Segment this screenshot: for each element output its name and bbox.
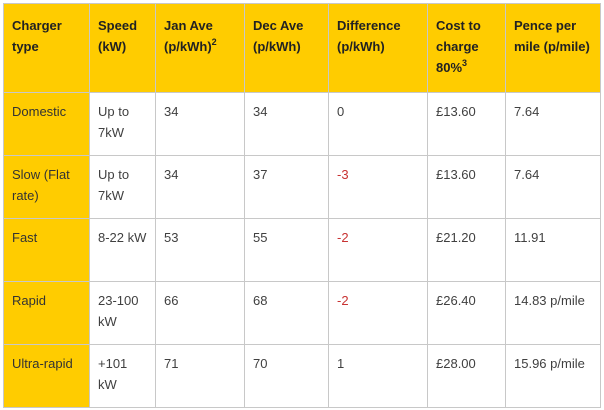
column-header-difference: Difference (p/kWh): [328, 3, 428, 93]
table-body: Domestic Up to 7kW 34 34 0 £13.60 7.64 Slow (Fl…: [3, 92, 601, 408]
cell-cost: £13.60: [427, 155, 506, 219]
cell-dec-ave: 34: [244, 92, 329, 156]
cell-pence-per-mile: 11.91: [505, 218, 601, 282]
cell-cost: £21.20: [427, 218, 506, 282]
column-header-speed: Speed (kW): [89, 3, 156, 93]
cell-dec-ave: 68: [244, 281, 329, 345]
column-header-dec-ave: Dec Ave (p/kWh): [244, 3, 329, 93]
cell-charger-type: Slow (Flat rate): [3, 155, 90, 219]
cell-jan-ave: 34: [155, 92, 245, 156]
table-row: Domestic Up to 7kW 34 34 0 £13.60 7.64: [3, 92, 601, 156]
cell-speed: Up to 7kW: [89, 155, 156, 219]
column-header-label: Difference (p/kWh): [337, 18, 401, 54]
cell-jan-ave: 34: [155, 155, 245, 219]
cell-pence-per-mile: 14.83 p/mile: [505, 281, 601, 345]
cell-jan-ave: 66: [155, 281, 245, 345]
cell-speed: 23-100 kW: [89, 281, 156, 345]
cell-charger-type: Fast: [3, 218, 90, 282]
header-row: Charger type Speed (kW) Jan Ave (p/kWh)2 De…: [3, 3, 601, 93]
footnote-marker: 2: [211, 36, 217, 47]
column-header-jan-ave: Jan Ave (p/kWh)2: [155, 3, 245, 93]
cell-dec-ave: 70: [244, 344, 329, 408]
cell-cost: £13.60: [427, 92, 506, 156]
footnote-marker: 3: [462, 57, 468, 68]
cell-speed: +101 kW: [89, 344, 156, 408]
cell-difference: 0: [328, 92, 428, 156]
column-header-charger-type: Charger type: [3, 3, 90, 93]
cell-jan-ave: 53: [155, 218, 245, 282]
charging-cost-table: Charger type Speed (kW) Jan Ave (p/kWh)2 De…: [3, 3, 601, 408]
cell-pence-per-mile: 15.96 p/mile: [505, 344, 601, 408]
table-row: Rapid 23-100 kW 66 68 -2 £26.40 14.83 p/mile: [3, 281, 601, 345]
column-header-label: Cost to charge 80%: [436, 18, 481, 75]
table-row: Fast 8-22 kW 53 55 -2 £21.20 11.91: [3, 218, 601, 282]
cell-jan-ave: 71: [155, 344, 245, 408]
table-row: Slow (Flat rate) Up to 7kW 34 37 -3 £13.60 7.6…: [3, 155, 601, 219]
cell-cost: £28.00: [427, 344, 506, 408]
cell-charger-type: Ultra-rapid: [3, 344, 90, 408]
cell-speed: 8-22 kW: [89, 218, 156, 282]
cell-pence-per-mile: 7.64: [505, 92, 601, 156]
cell-dec-ave: 37: [244, 155, 329, 219]
cell-dec-ave: 55: [244, 218, 329, 282]
column-header-label: Dec Ave (p/kWh): [253, 18, 304, 54]
cell-difference: -2: [328, 281, 428, 345]
cell-difference: 1: [328, 344, 428, 408]
table-header: Charger type Speed (kW) Jan Ave (p/kWh)2 De…: [3, 3, 601, 93]
column-header-pence-per-mile: Pence per mile (p/mile): [505, 3, 601, 93]
charging-cost-table-container: Charger type Speed (kW) Jan Ave (p/kWh)2 De…: [3, 3, 601, 408]
cell-cost: £26.40: [427, 281, 506, 345]
column-header-label: Pence per mile (p/mile): [514, 18, 590, 54]
cell-charger-type: Domestic: [3, 92, 90, 156]
table-row: Ultra-rapid +101 kW 71 70 1 £28.00 15.96 p/mil…: [3, 344, 601, 408]
column-header-cost-to-charge: Cost to charge 80%3: [427, 3, 506, 93]
cell-difference: -2: [328, 218, 428, 282]
cell-speed: Up to 7kW: [89, 92, 156, 156]
cell-pence-per-mile: 7.64: [505, 155, 601, 219]
cell-difference: -3: [328, 155, 428, 219]
cell-charger-type: Rapid: [3, 281, 90, 345]
column-header-label: Speed (kW): [98, 18, 138, 54]
column-header-label: Charger type: [12, 18, 62, 54]
column-header-label: Jan Ave (p/kWh): [164, 18, 213, 54]
